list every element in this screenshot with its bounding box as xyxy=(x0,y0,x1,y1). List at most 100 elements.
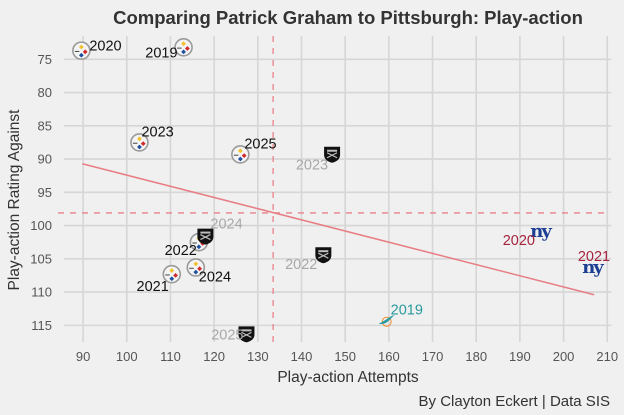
data-point: 2022 xyxy=(285,247,332,273)
data-point: 2025 xyxy=(231,136,277,164)
y-tick-label: 90 xyxy=(38,152,52,167)
x-tick-label: 210 xyxy=(596,349,618,364)
hypocycloid-yellow xyxy=(169,268,175,273)
logo-ring xyxy=(186,258,206,277)
y-tick-label: 115 xyxy=(31,318,52,333)
hypocycloid-blue xyxy=(181,49,186,55)
giants-logo-icon: ny xyxy=(530,221,554,242)
y-tick-label: 80 xyxy=(38,85,52,100)
raiders-logo-icon xyxy=(238,326,255,343)
x-axis-label: Play-action Attempts xyxy=(277,369,419,386)
point-label: 2020 xyxy=(503,233,535,249)
sword-2 xyxy=(318,252,329,259)
x-tick-label: 130 xyxy=(247,349,269,364)
sword-2 xyxy=(241,331,252,338)
steelers-logo-icon xyxy=(72,41,91,60)
x-tick-label: 120 xyxy=(203,349,225,364)
data-point: 2019 xyxy=(145,38,193,61)
data-point: 2019 xyxy=(378,303,423,327)
dolphins-logo-icon xyxy=(378,314,395,327)
x-tick-label: 90 xyxy=(76,349,90,364)
logo-ring xyxy=(162,264,182,284)
ny-wordmark: ny xyxy=(530,221,552,242)
reference-lines xyxy=(58,36,610,342)
hypocycloid-blue xyxy=(193,269,199,275)
hypocycloid-blue xyxy=(78,52,84,58)
giants-logo-icon: ny xyxy=(582,257,606,278)
point-label: 2023 xyxy=(141,124,173,140)
hypocycloid-red xyxy=(197,266,202,272)
logo-ring xyxy=(231,145,250,164)
sword-2 xyxy=(200,234,211,241)
x-tick-label: 110 xyxy=(160,349,181,364)
logo-ring xyxy=(72,41,91,60)
sword-2 xyxy=(326,152,338,159)
hypocycloid-yellow xyxy=(78,44,84,50)
x-tick-label: 100 xyxy=(116,349,138,364)
y-tick-label: 95 xyxy=(38,185,52,200)
ny-wordmark: ny xyxy=(582,257,604,278)
shield-band xyxy=(200,231,211,234)
x-tick-label: 180 xyxy=(465,349,487,364)
point-label: 2024 xyxy=(199,269,231,285)
dolphin xyxy=(378,314,395,324)
hypocycloid-yellow xyxy=(181,41,186,47)
point-label: 2025 xyxy=(211,327,243,343)
data-point: 2021 xyxy=(137,264,182,295)
x-tick-label: 140 xyxy=(291,349,313,364)
data-point: 2020 xyxy=(72,39,122,60)
point-label: 2019 xyxy=(391,303,423,319)
steelers-logo-icon xyxy=(162,264,182,284)
point-label: 2025 xyxy=(244,136,276,152)
hypocycloid-red xyxy=(173,272,178,278)
data-point: 2024 xyxy=(186,258,231,285)
hypocycloid-yellow xyxy=(193,261,199,267)
logo-ring xyxy=(130,133,149,152)
y-tick-label: 100 xyxy=(30,218,52,233)
y-tick-label: 110 xyxy=(31,285,52,300)
data-point: 2023 xyxy=(296,146,341,174)
trend-line xyxy=(82,162,595,296)
raiders-logo-icon xyxy=(324,146,341,163)
steelers-logo-icon xyxy=(186,258,206,277)
point-label: 2021 xyxy=(137,279,169,295)
chart-title: Comparing Patrick Graham to Pittsburgh: … xyxy=(113,7,583,28)
data-point: 2025 xyxy=(211,326,255,343)
sun xyxy=(381,316,392,327)
x-tick-label: 170 xyxy=(422,349,444,364)
x-tick-label: 160 xyxy=(378,349,400,364)
y-tick-label: 85 xyxy=(38,118,52,133)
y-tick-label: 75 xyxy=(38,52,52,67)
raiders-logo-icon xyxy=(197,228,214,245)
x-tick-label: 150 xyxy=(334,349,356,364)
y-axis-ticks: 75 80 85 90 95 100 105 110 115 xyxy=(30,52,52,333)
steelers-logo-icon xyxy=(174,38,193,57)
point-label: 2024 xyxy=(210,217,242,233)
steelers-logo-icon xyxy=(130,133,149,152)
point-label: 2020 xyxy=(89,39,121,55)
y-axis-label: Play-action Rating Against xyxy=(6,109,23,291)
shield-band xyxy=(327,149,338,152)
grid xyxy=(64,36,612,342)
steelers-logo-icon xyxy=(231,145,250,164)
trend-line-group xyxy=(82,162,595,296)
point-label: 2021 xyxy=(578,249,610,265)
shield-band xyxy=(318,250,329,253)
data-point: 2023 xyxy=(130,124,174,152)
point-label: 2022 xyxy=(165,243,197,259)
point-label: 2019 xyxy=(145,45,177,61)
point-label: 2023 xyxy=(296,158,328,174)
chart-caption: By Clayton Eckert | Data SIS xyxy=(419,393,610,410)
x-tick-label: 190 xyxy=(509,349,531,364)
logo-ring xyxy=(174,38,193,57)
raiders-logo-icon xyxy=(315,247,332,264)
x-tick-label: 200 xyxy=(553,349,575,364)
hypocycloid-blue xyxy=(169,276,175,282)
y-tick-label: 105 xyxy=(30,251,52,266)
data-points: 2019 2020 2021 2022 2023 2024 2025 2022 2023 2024… xyxy=(72,38,610,343)
data-point: 2024 xyxy=(197,217,243,245)
shield-band xyxy=(241,329,252,332)
